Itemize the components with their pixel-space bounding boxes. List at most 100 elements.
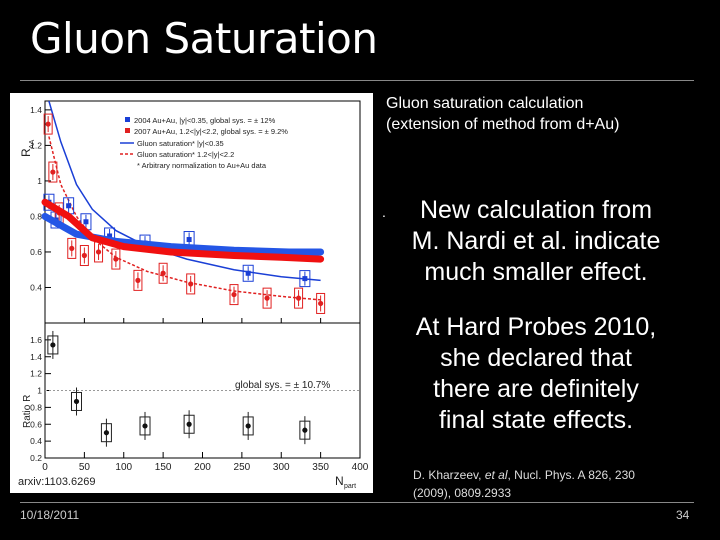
x-tick-label-100: 100 bbox=[115, 462, 132, 473]
y-tick-label-top-1.2: 1.2 bbox=[30, 140, 42, 150]
ratio-point-5 bbox=[245, 423, 251, 429]
forward-sys-box-11 bbox=[262, 287, 272, 309]
mid-point-6 bbox=[186, 237, 192, 243]
new-calc-line2: M. Nardi et al. indicate bbox=[411, 227, 661, 255]
caption-top-line1: Gluon saturation calculation bbox=[386, 95, 584, 112]
legend-entry-theory-forward: Gluon saturation* 1.2<|y|<2.2 bbox=[137, 150, 234, 159]
x-tick-label-0: 0 bbox=[42, 462, 48, 473]
nardi-red-curve bbox=[41, 198, 325, 263]
x-tick-label-50: 50 bbox=[79, 462, 91, 473]
y-tick-label-top-0.8: 0.8 bbox=[30, 211, 42, 221]
y-tick-label-top-0.6: 0.6 bbox=[30, 247, 42, 257]
forward-sys-box-12 bbox=[294, 287, 304, 309]
x-label: N bbox=[335, 474, 344, 488]
forward-point-6 bbox=[113, 256, 119, 262]
mid-point-4 bbox=[107, 233, 113, 239]
forward-sys-box-6 bbox=[111, 248, 121, 270]
legend-marker-mid bbox=[125, 117, 130, 122]
ratio-point-2 bbox=[103, 430, 110, 436]
y-tick-label-bottom-1: 1 bbox=[37, 386, 42, 396]
theory-mid-line bbox=[48, 100, 321, 282]
forward-sys-box-3 bbox=[67, 237, 77, 259]
forward-sys-box-10 bbox=[229, 284, 239, 306]
caption-top: Gluon saturation calculation (extension … bbox=[386, 93, 619, 135]
y-label-top: R bbox=[19, 148, 33, 157]
forward-point-3 bbox=[69, 245, 75, 252]
ratio-point-3 bbox=[142, 423, 148, 429]
ratio-point-1 bbox=[73, 398, 80, 405]
reference-line1: D. Kharzeev, et al, Nucl. Phys. A 826, 2… bbox=[413, 466, 635, 484]
legend-entry-theory-mid: Gluon saturation* |y|<0.35 bbox=[137, 139, 224, 148]
ref-prefix: D. Kharzeev, bbox=[413, 468, 485, 482]
new-calc-line1: New calculation from bbox=[419, 196, 653, 224]
y-tick-label-top-1.4: 1.4 bbox=[30, 105, 42, 115]
x-tick-label-300: 300 bbox=[273, 462, 290, 473]
x-tick-label-350: 350 bbox=[312, 462, 329, 473]
footer-divider bbox=[20, 502, 694, 503]
forward-sys-box-9 bbox=[186, 273, 196, 295]
x-tick-label-150: 150 bbox=[155, 462, 172, 473]
forward-point-0 bbox=[45, 121, 51, 127]
y-tick-label-bottom-1.2: 1.2 bbox=[30, 369, 42, 379]
raa-plot: 0 50 100 150 200 250 300 350 400 0.4 0.6 0.8 1 1.2 1.4… bbox=[10, 93, 373, 493]
nardi-blue-curve bbox=[41, 212, 325, 256]
legend-note: * Arbitrary normalization to Au+Au data bbox=[137, 161, 267, 170]
slide-date: 10/18/2011 bbox=[20, 508, 80, 522]
reference-line2: (2009), 0809.2933 bbox=[413, 486, 512, 500]
forward-sys-box-7 bbox=[133, 269, 143, 291]
forward-sys-box-13 bbox=[316, 292, 326, 314]
ratio-point-4 bbox=[186, 421, 192, 427]
forward-point-5 bbox=[95, 249, 102, 255]
hp-line2: she declared that bbox=[440, 344, 632, 372]
y-label-bottom: Ratio R bbox=[22, 395, 33, 428]
mid-sys-box-7 bbox=[242, 264, 254, 282]
mid-point-2 bbox=[66, 203, 72, 209]
y-tick-label-bottom-1.6: 1.6 bbox=[30, 335, 42, 345]
title-divider bbox=[20, 80, 694, 81]
forward-point-8 bbox=[160, 270, 166, 276]
mid-point-7 bbox=[245, 270, 251, 276]
hp-line3: there are definitely bbox=[433, 375, 639, 403]
y-tick-label-bottom-1.4: 1.4 bbox=[30, 352, 42, 362]
new-calc-line3: much smaller effect. bbox=[424, 258, 648, 286]
ref-italic: et al bbox=[484, 468, 508, 482]
global-sys-label: global sys. = ± 10.7% bbox=[235, 380, 330, 391]
forward-point-7 bbox=[135, 277, 141, 283]
arxiv-annotation: arxiv:1103.6269 bbox=[18, 476, 95, 488]
y-label-top-sub: AA bbox=[29, 139, 36, 149]
forward-point-13 bbox=[318, 300, 324, 307]
mid-point-8 bbox=[302, 276, 308, 282]
slide-title: Gluon Saturation bbox=[30, 14, 378, 63]
mid-sys-box-8 bbox=[299, 270, 311, 288]
y-tick-label-bottom-0.6: 0.6 bbox=[30, 419, 42, 429]
x-tick-label-250: 250 bbox=[234, 462, 251, 473]
y-tick-label-bottom-0.4: 0.4 bbox=[30, 436, 42, 446]
page-number: 34 bbox=[676, 508, 690, 522]
x-tick-label-200: 200 bbox=[194, 462, 211, 473]
ref-suffix: , Nucl. Phys. A 826, 230 bbox=[507, 468, 635, 482]
hp-line1: At Hard Probes 2010, bbox=[415, 313, 657, 341]
mid-point-3 bbox=[83, 219, 89, 225]
y-tick-label-top-1: 1 bbox=[37, 176, 42, 186]
caption-top-line2: (extension of method from d+Au) bbox=[386, 116, 620, 133]
legend-entry-forward: 2007 Au+Au, 1.2<|y|<2.2, global sys. = ±… bbox=[134, 127, 288, 136]
forward-point-1 bbox=[50, 169, 56, 175]
ratio-point-0 bbox=[50, 342, 56, 348]
forward-point-9 bbox=[188, 281, 194, 287]
legend-marker-forward bbox=[125, 128, 130, 133]
y-tick-label-bottom-0.8: 0.8 bbox=[30, 402, 42, 412]
x-tick-label-400: 400 bbox=[352, 462, 369, 473]
x-label-sub: part bbox=[344, 483, 356, 490]
y-tick-label-bottom-0.2: 0.2 bbox=[30, 453, 42, 463]
forward-point-10 bbox=[231, 291, 237, 298]
forward-sys-box-1 bbox=[48, 161, 58, 183]
forward-sys-box-4 bbox=[79, 245, 89, 267]
hp-line4: final state effects. bbox=[438, 406, 634, 434]
forward-sys-box-8 bbox=[158, 262, 168, 284]
y-tick-label-top-0.4: 0.4 bbox=[30, 282, 42, 292]
forward-sys-box-0 bbox=[43, 113, 53, 135]
forward-point-12 bbox=[295, 295, 302, 301]
legend-entry-mid: 2004 Au+Au, |y|<0.35, global sys. = ± 12… bbox=[134, 116, 276, 125]
bullet-dot: . bbox=[382, 204, 386, 220]
new-calculation-text: New calculation from M. Nardi et al. ind… bbox=[386, 195, 686, 288]
